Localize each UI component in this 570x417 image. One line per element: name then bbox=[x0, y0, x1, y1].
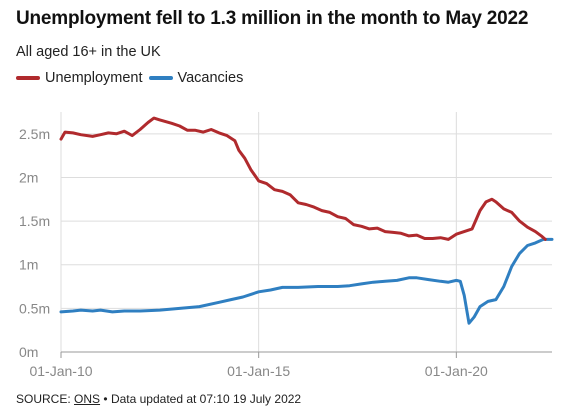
source-link[interactable]: ONS bbox=[74, 392, 101, 406]
y-tick-label: 0m bbox=[19, 344, 38, 360]
legend: Unemployment Vacancies bbox=[16, 70, 249, 86]
chart-title: Unemployment fell to 1.3 million in the … bbox=[16, 8, 529, 29]
chart-subtitle: All aged 16+ in the UK bbox=[16, 44, 161, 60]
y-tick-label: 1m bbox=[19, 257, 38, 273]
x-tick-label: 01-Jan-10 bbox=[29, 363, 92, 379]
y-tick-label: 1.5m bbox=[19, 213, 50, 229]
updated-text: Data updated at 07:10 19 July 2022 bbox=[110, 392, 302, 406]
series-line-unemployment bbox=[59, 116, 547, 241]
legend-item-unemployment: Unemployment bbox=[16, 70, 143, 86]
legend-swatch-vacancies bbox=[148, 76, 173, 80]
source-label: SOURCE: bbox=[16, 392, 71, 406]
legend-item-vacancies: Vacancies bbox=[148, 70, 244, 86]
source-note: SOURCE: ONS • Data updated at 07:10 19 J… bbox=[16, 392, 301, 406]
legend-swatch-unemployment bbox=[16, 76, 40, 80]
source-separator: • bbox=[103, 392, 108, 406]
y-tick-label: 2.5m bbox=[19, 126, 50, 142]
y-tick-label: 0.5m bbox=[19, 300, 50, 316]
legend-label-vacancies: Vacancies bbox=[177, 70, 244, 86]
legend-label-unemployment: Unemployment bbox=[45, 70, 143, 86]
x-tick-label: 01-Jan-15 bbox=[227, 363, 290, 379]
series-line-vacancies bbox=[59, 237, 554, 325]
y-tick-label: 2m bbox=[19, 169, 38, 185]
x-tick-label: 01-Jan-20 bbox=[425, 363, 488, 379]
